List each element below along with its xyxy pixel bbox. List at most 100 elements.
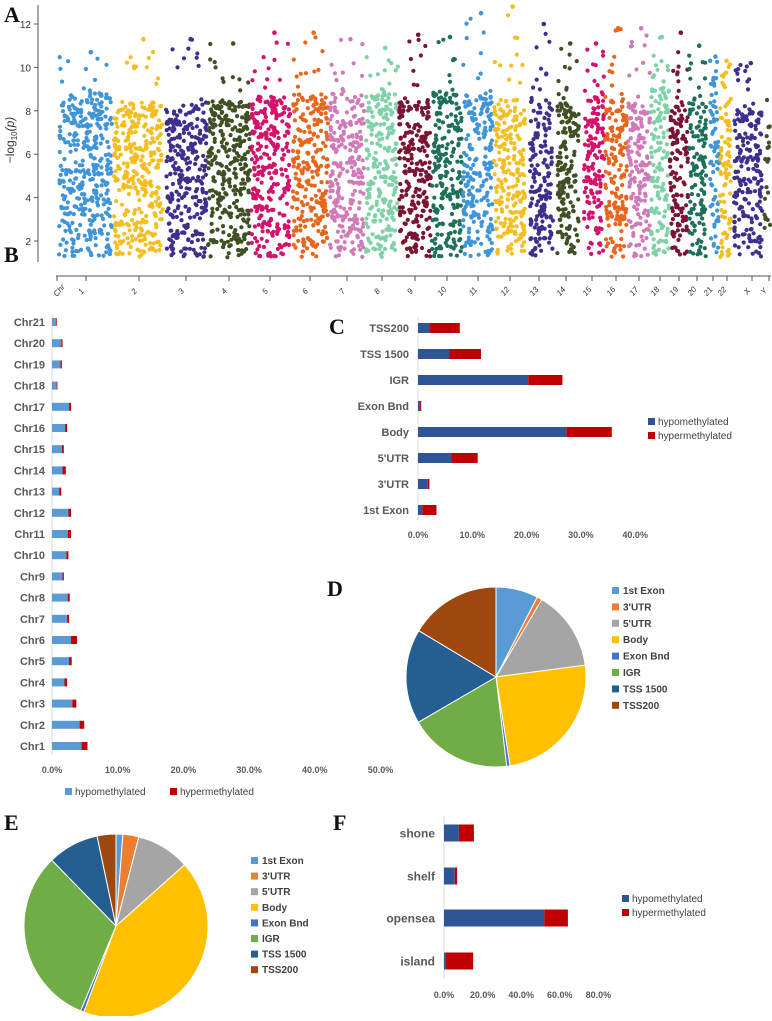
manhattan-point bbox=[304, 71, 308, 75]
manhattan-point bbox=[595, 156, 599, 160]
manhattan-point bbox=[340, 142, 344, 146]
manhattan-point bbox=[710, 203, 714, 207]
manhattan-point bbox=[677, 89, 681, 93]
manhattan-point bbox=[394, 163, 398, 167]
manhattan-point bbox=[409, 141, 413, 145]
manhattan-point bbox=[306, 163, 310, 167]
manhattan-point bbox=[142, 134, 146, 138]
category-label: Chr18 bbox=[14, 381, 45, 393]
manhattan-point bbox=[569, 184, 573, 188]
manhattan-point bbox=[433, 241, 437, 245]
manhattan-point bbox=[375, 134, 379, 138]
manhattan-point bbox=[626, 149, 630, 153]
manhattan-point bbox=[766, 146, 770, 150]
manhattan-point bbox=[265, 100, 269, 104]
manhattan-point bbox=[643, 199, 647, 203]
manhattan-point bbox=[753, 136, 757, 140]
manhattan-point bbox=[358, 201, 362, 205]
manhattan-point bbox=[610, 83, 614, 87]
manhattan-peak-point bbox=[510, 4, 515, 9]
manhattan-point bbox=[255, 189, 259, 193]
manhattan-point bbox=[63, 140, 67, 144]
manhattan-point bbox=[675, 178, 679, 182]
manhattan-point bbox=[737, 155, 741, 159]
manhattan-point bbox=[112, 116, 116, 120]
manhattan-point bbox=[729, 164, 733, 168]
manhattan-point bbox=[639, 163, 643, 167]
manhattan-point bbox=[746, 190, 750, 194]
manhattan-point bbox=[643, 183, 647, 187]
manhattan-point bbox=[310, 170, 314, 174]
manhattan-point bbox=[422, 179, 426, 183]
manhattan-point bbox=[167, 222, 171, 226]
manhattan-point bbox=[732, 200, 736, 204]
manhattan-point bbox=[529, 201, 533, 205]
manhattan-point bbox=[459, 249, 463, 253]
manhattan-point bbox=[325, 165, 329, 169]
manhattan-point bbox=[237, 104, 241, 108]
manhattan-point bbox=[754, 250, 758, 254]
manhattan-point bbox=[615, 210, 619, 214]
manhattan-point bbox=[298, 228, 302, 232]
manhattan-point bbox=[328, 133, 332, 137]
manhattan-point bbox=[534, 118, 538, 122]
manhattan-point bbox=[607, 161, 611, 165]
manhattan-point bbox=[685, 130, 689, 134]
manhattan-point bbox=[254, 251, 258, 255]
manhattan-point bbox=[461, 224, 465, 228]
manhattan-point bbox=[201, 154, 205, 158]
manhattan-point bbox=[712, 225, 716, 229]
manhattan-point bbox=[438, 111, 442, 115]
manhattan-point bbox=[695, 165, 699, 169]
manhattan-point bbox=[312, 69, 316, 73]
manhattan-point bbox=[652, 73, 656, 77]
manhattan-point bbox=[159, 153, 163, 157]
manhattan-point bbox=[715, 110, 719, 114]
manhattan-point bbox=[306, 182, 310, 186]
manhattan-point bbox=[336, 214, 340, 218]
manhattan-point bbox=[398, 182, 402, 186]
manhattan-point bbox=[209, 254, 213, 258]
manhattan-point bbox=[252, 151, 256, 155]
manhattan-point bbox=[702, 192, 706, 196]
manhattan-point bbox=[172, 110, 176, 114]
manhattan-point bbox=[486, 107, 490, 111]
manhattan-point bbox=[355, 101, 359, 105]
manhattan-point bbox=[281, 157, 285, 161]
manhattan-point bbox=[627, 73, 631, 77]
manhattan-point bbox=[754, 145, 758, 149]
manhattan-point bbox=[131, 181, 135, 185]
manhattan-point bbox=[520, 244, 524, 248]
manhattan-point bbox=[668, 135, 672, 139]
manhattan-point bbox=[151, 50, 155, 54]
manhattan-point bbox=[622, 244, 626, 248]
manhattan-point bbox=[64, 172, 68, 176]
manhattan-point bbox=[293, 135, 297, 139]
manhattan-point bbox=[745, 64, 749, 68]
manhattan-point bbox=[350, 165, 354, 169]
manhattan-point bbox=[423, 136, 427, 140]
chromosome-points-18 bbox=[649, 35, 671, 257]
manhattan-point bbox=[360, 255, 364, 259]
manhattan-point bbox=[123, 124, 127, 128]
manhattan-point bbox=[200, 164, 204, 168]
manhattan-point bbox=[122, 161, 126, 165]
manhattan-point bbox=[199, 97, 203, 101]
manhattan-point bbox=[210, 230, 214, 234]
manhattan-point bbox=[356, 168, 360, 172]
manhattan-point bbox=[296, 85, 300, 89]
manhattan-point bbox=[352, 115, 356, 119]
manhattan-point bbox=[222, 101, 226, 105]
manhattan-peak-point bbox=[479, 11, 484, 16]
manhattan-point bbox=[414, 250, 418, 254]
manhattan-point bbox=[619, 163, 623, 167]
manhattan-point bbox=[504, 99, 508, 103]
manhattan-point bbox=[204, 135, 208, 139]
manhattan-point bbox=[660, 226, 664, 230]
manhattan-point bbox=[320, 232, 324, 236]
manhattan-point bbox=[350, 180, 354, 184]
manhattan-point bbox=[462, 170, 466, 174]
manhattan-point bbox=[469, 17, 473, 21]
manhattan-point bbox=[375, 142, 379, 146]
manhattan-point bbox=[352, 247, 356, 251]
